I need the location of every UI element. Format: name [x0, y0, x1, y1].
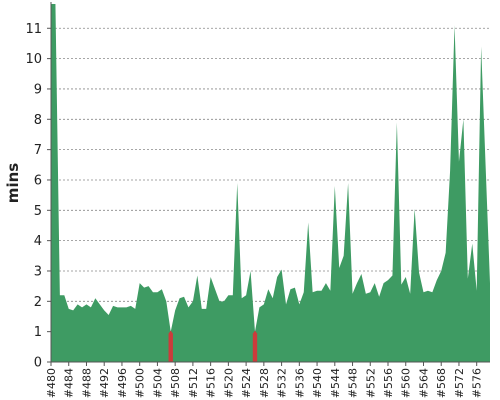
failed-build-marker: [252, 330, 258, 362]
y-tick-label: 11: [25, 22, 42, 37]
x-tick-label: #500: [134, 368, 147, 398]
y-axis-label: mins: [4, 163, 22, 203]
x-tick-label: #516: [205, 368, 218, 398]
axes: [50, 2, 490, 363]
x-tick-label: #488: [80, 368, 93, 398]
x-tick-label: #484: [63, 368, 76, 398]
x-tick-label: #556: [382, 368, 395, 398]
x-tick-label: #552: [364, 368, 377, 398]
y-tick-label: 9: [34, 82, 42, 97]
x-tick-label: #560: [400, 368, 413, 398]
x-tick-label: #524: [240, 368, 253, 398]
y-tick-label: 10: [25, 52, 42, 67]
x-tick-label: #532: [276, 368, 289, 398]
x-tick-label: #568: [435, 368, 448, 398]
x-tick-label: #480: [45, 368, 58, 398]
x-tick-label: #496: [116, 368, 129, 398]
failed-build-marker: [168, 330, 173, 362]
x-tick-label: #504: [151, 368, 164, 398]
x-tick-label: #536: [293, 368, 306, 398]
y-tick-label: 4: [34, 234, 42, 249]
y-tick-label: 5: [34, 204, 42, 219]
y-tick-label: 1: [34, 325, 42, 340]
x-tick-label: #544: [329, 368, 342, 398]
x-tick-label: #576: [471, 368, 484, 398]
grid-lines: [51, 27, 490, 333]
x-tick-label: #572: [453, 368, 466, 398]
x-tick-label: #528: [258, 368, 271, 398]
y-tick-label: 7: [34, 143, 42, 158]
x-tick-label: #492: [98, 368, 111, 398]
y-tick-label: 8: [34, 113, 42, 128]
y-tick-label: 6: [34, 173, 42, 188]
x-tick-label: #548: [347, 368, 360, 398]
x-tick-label: #564: [417, 368, 430, 398]
y-tick-label: 2: [34, 295, 42, 310]
duration-area: [51, 4, 490, 362]
x-tick-labels: #480 #484 #488 #492 #496 #500 #504 #508 #512 #516…: [45, 362, 484, 398]
x-tick-label: #540: [311, 368, 324, 398]
y-tick-label: 3: [34, 264, 42, 279]
x-tick-label: #508: [169, 368, 182, 398]
x-tick-label: #520: [222, 368, 235, 398]
x-tick-label: #512: [187, 368, 200, 398]
plot-area: [51, 4, 490, 362]
y-tick-label: 0: [34, 356, 42, 371]
y-tick-labels: 0 1 2 3 4 5 6 7 8 9 10 11: [25, 22, 51, 371]
